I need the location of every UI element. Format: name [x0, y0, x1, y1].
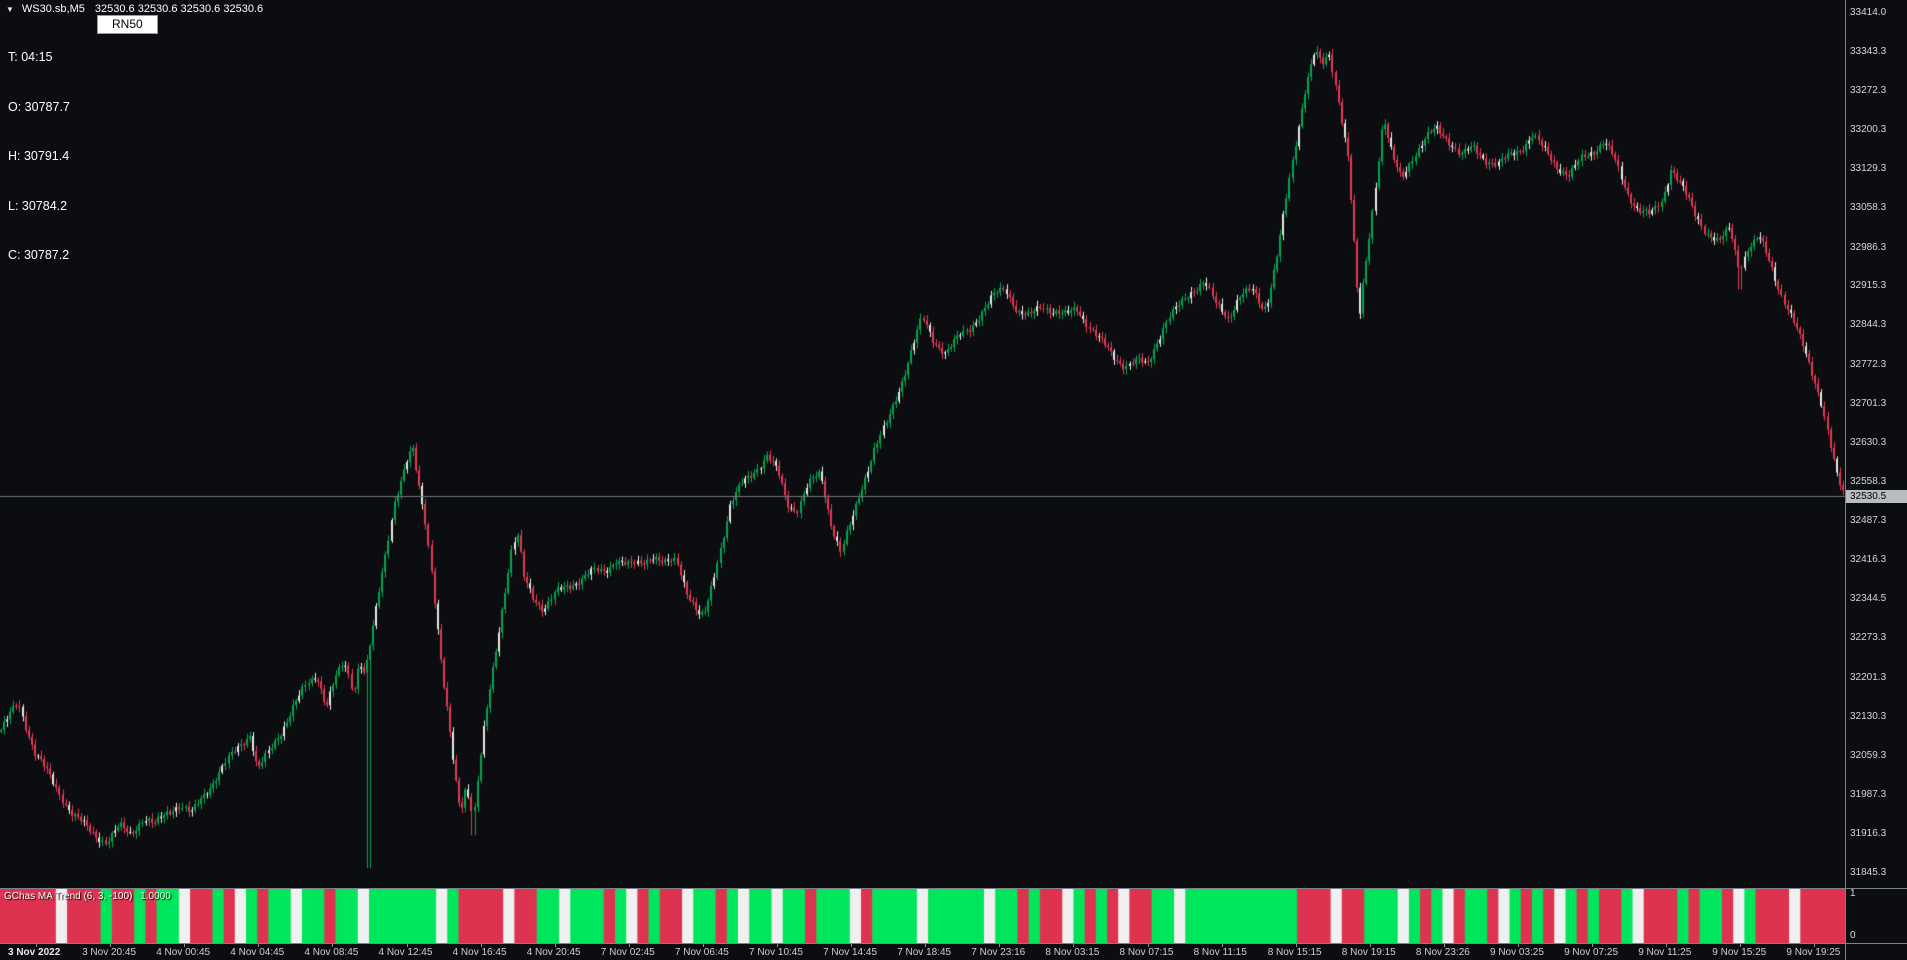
time-axis-label: 7 Nov 18:45 [897, 947, 952, 958]
time-axis-tick [110, 944, 112, 947]
time-axis-tick [332, 944, 334, 947]
time-axis-label: 7 Nov 02:45 [600, 947, 655, 958]
info-low: L: 30784.2 [8, 198, 68, 213]
time-axis[interactable]: 3 Nov 2022 3 Nov 20:45 4 Nov 00:45 4 Nov 04… [0, 944, 1907, 960]
time-axis-tick [925, 944, 927, 947]
time-axis-tick [1814, 944, 1816, 947]
info-open: O: 30787.7 [8, 99, 70, 114]
time-axis-label: 4 Nov 12:45 [378, 947, 433, 958]
time-axis-label: 9 Nov 07:25 [1564, 947, 1619, 958]
price-axis-label: 32344.5 [1850, 593, 1887, 605]
time-axis-label: 9 Nov 03:25 [1490, 947, 1544, 958]
price-axis-label: 33200.3 [1850, 124, 1887, 136]
time-axis-tick [999, 944, 1001, 947]
price-axis[interactable]: 32530.5 33414.0 33343.3 33272.3 33200.3 3312… [1846, 0, 1907, 888]
quote-ticker: 32530.6 32530.6 32530.6 32530.6 [94, 3, 264, 15]
price-axis-label: 32201.3 [1850, 671, 1887, 683]
chart-title-row: ▼ WS30.sb,M5 32530.6 32530.6 32530.6 325… [6, 3, 263, 15]
current-price-tag: 32530.5 [1846, 490, 1907, 504]
axis-vertical-separator [1845, 0, 1846, 960]
indicator-histogram-canvas[interactable] [0, 889, 1845, 943]
time-axis-tick [1666, 944, 1668, 947]
time-axis-tick [406, 944, 408, 947]
price-axis-label: 31987.3 [1850, 789, 1887, 801]
candlestick-chart-canvas[interactable] [0, 0, 1845, 888]
indicator-label[interactable]: GChas MA Trend (6, 3, -100) 1.0000 [4, 891, 171, 902]
pane-separator-bottom[interactable] [0, 943, 1907, 944]
time-axis-label: 4 Nov 08:45 [304, 947, 359, 958]
time-axis-tick [702, 944, 704, 947]
time-axis-tick [777, 944, 778, 947]
time-axis-label: 8 Nov 07:15 [1119, 947, 1174, 958]
time-axis-tick [851, 944, 853, 947]
time-axis-tick [1147, 944, 1149, 947]
indicator-scale-top: 1 [1850, 888, 1856, 899]
indicator-scale-bottom: 0 [1850, 930, 1856, 941]
pane-separator-top[interactable] [0, 888, 1907, 889]
rn50-object-label[interactable]: RN50 [97, 15, 158, 34]
price-axis-label: 32059.3 [1850, 749, 1887, 761]
time-axis-label: 7 Nov 10:45 [749, 947, 803, 958]
time-axis-tick [1443, 944, 1445, 947]
info-high: H: 30791.4 [8, 149, 70, 163]
time-axis-label: 8 Nov 15:15 [1267, 947, 1322, 958]
time-axis-label: 9 Nov 11:25 [1638, 947, 1692, 958]
time-axis-tick [1592, 944, 1594, 947]
price-axis-label: 32130.3 [1850, 710, 1887, 722]
price-axis-label: 33272.3 [1850, 84, 1887, 96]
time-axis-label: 9 Nov 19:25 [1786, 947, 1841, 958]
time-axis-label: 8 Nov 11:15 [1193, 947, 1247, 958]
time-axis-tick [1369, 944, 1371, 947]
price-axis-label: 32701.3 [1850, 397, 1887, 409]
price-axis-label: 32487.3 [1850, 515, 1887, 527]
price-axis-label: 32273.3 [1850, 632, 1887, 644]
info-time: T: 04:15 [8, 50, 53, 64]
indicator-value: 1.0000 [140, 891, 171, 902]
time-axis-tick [1740, 944, 1742, 947]
time-axis-label: 3 Nov 2022 [8, 947, 61, 958]
collapse-triangle-icon[interactable]: ▼ [6, 4, 14, 14]
time-axis-tick [1518, 944, 1519, 947]
price-axis-label: 33414.0 [1850, 7, 1887, 19]
time-axis-label: 8 Nov 19:15 [1341, 947, 1396, 958]
ohlc-info-panel: T: 04:15 O: 30787.7 H: 30791.4 L: 30784.… [8, 16, 70, 297]
time-axis-tick [1073, 944, 1075, 947]
info-close: C: 30787.2 [8, 248, 70, 262]
time-axis-label: 7 Nov 06:45 [674, 947, 729, 958]
time-axis-label: 4 Nov 16:45 [452, 947, 507, 958]
price-axis-label: 32558.3 [1850, 476, 1887, 488]
time-axis-label: 4 Nov 00:45 [156, 947, 211, 958]
price-axis-label: 32844.3 [1850, 319, 1887, 331]
time-axis-tick [1295, 944, 1297, 947]
time-axis-label: 4 Nov 20:45 [526, 947, 581, 958]
price-axis-label: 31845.3 [1850, 866, 1887, 878]
time-axis-label: 8 Nov 03:15 [1045, 947, 1100, 958]
time-axis-label: 8 Nov 23:26 [1415, 947, 1470, 958]
price-axis-label: 32986.3 [1850, 241, 1887, 253]
symbol-period-label: WS30.sb,M5 [21, 3, 85, 15]
price-axis-label: 32772.3 [1850, 358, 1887, 370]
time-axis-label: 7 Nov 14:45 [823, 947, 878, 958]
time-axis-tick [1221, 944, 1223, 947]
price-axis-label: 33343.3 [1850, 45, 1887, 57]
time-axis-tick [36, 944, 37, 947]
time-axis-tick [258, 944, 260, 947]
indicator-name: GChas MA Trend (6, 3, -100) [4, 891, 133, 902]
time-axis-label: 7 Nov 23:16 [971, 947, 1026, 958]
time-axis-label: 4 Nov 04:45 [230, 947, 285, 958]
price-axis-label: 31916.3 [1850, 828, 1887, 840]
time-axis-tick [480, 944, 482, 947]
time-axis-label: 3 Nov 20:45 [82, 947, 137, 958]
price-axis-label: 33058.3 [1850, 202, 1887, 214]
time-axis-label: 9 Nov 15:25 [1712, 947, 1767, 958]
time-axis-tick [184, 944, 186, 947]
price-axis-label: 32416.3 [1850, 553, 1887, 565]
time-axis-tick [628, 944, 630, 947]
price-axis-label: 32915.3 [1850, 280, 1887, 292]
time-axis-tick [554, 944, 556, 947]
price-axis-label: 33129.3 [1850, 163, 1887, 175]
price-axis-label: 32630.3 [1850, 436, 1887, 448]
